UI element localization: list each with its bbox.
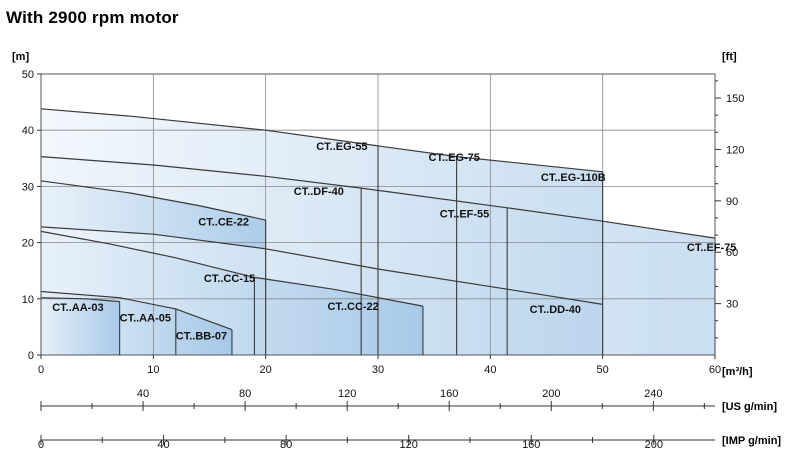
region-label: CT..CE-22 — [198, 217, 249, 229]
secondary-axis-tick-label: 0 — [38, 439, 44, 451]
region-label: CT..CC-15 — [204, 273, 255, 285]
secondary-axis-tick-label: 40 — [157, 439, 169, 451]
y-tick-label: 50 — [22, 69, 34, 81]
region-label: CT..CC-22 — [327, 301, 378, 313]
region-label: CT..DD-40 — [530, 304, 581, 316]
region-label: CT..DF-40 — [294, 186, 344, 198]
x-tick-label: 10 — [147, 364, 159, 376]
y-tick-label: 10 — [22, 294, 34, 306]
secondary-axis-tick-label: 200 — [645, 439, 663, 451]
region-label: CT..EG-110B — [541, 172, 606, 184]
secondary-axis-tick-label: 80 — [280, 439, 292, 451]
curve-dd — [40, 226, 603, 305]
y2-axis-label: [ft] — [722, 51, 737, 63]
y-tick-label: 20 — [22, 238, 34, 250]
secondary-axis-tick-label: 120 — [400, 439, 418, 451]
y2-tick-label: 60 — [726, 247, 738, 259]
region-label: CT..AA-05 — [120, 312, 171, 324]
x-tick-label: 40 — [484, 364, 496, 376]
curve-eg — [40, 108, 603, 173]
y-tick-label: 30 — [22, 181, 34, 193]
secondary-axis-tick-label: 120 — [338, 388, 356, 400]
secondary-axis-tick-label: 200 — [542, 388, 560, 400]
curve-ce — [40, 180, 266, 221]
x-tick-label: 30 — [372, 364, 384, 376]
curve-aa3 — [40, 297, 120, 303]
y-axis-label: [m] — [12, 51, 29, 63]
curve-aa — [40, 290, 233, 331]
secondary-axis-tick-label: 40 — [137, 388, 149, 400]
secondary-axis-tick-label: 160 — [522, 439, 540, 451]
region-label: CT..EF-55 — [440, 208, 490, 220]
y-tick-label: 40 — [22, 125, 34, 137]
area-aa3 — [41, 297, 120, 355]
region-label: CT..BB-07 — [176, 330, 227, 342]
region-label: CT..EG-75 — [429, 152, 480, 164]
secondary-axis-tick-label: 160 — [440, 388, 458, 400]
region-label: CT..EG-55 — [316, 141, 367, 153]
x-tick-label: 60 — [709, 364, 721, 376]
secondary-axis-label: [US g/min] — [722, 401, 777, 413]
region-label: CT..AA-03 — [52, 302, 103, 314]
y2-tick-label: 90 — [726, 196, 738, 208]
curve-cc — [40, 230, 424, 307]
region-label: CT..EF-75 — [687, 242, 737, 254]
chart-title: With 2900 rpm motor — [6, 8, 179, 27]
y-tick-label: 0 — [28, 350, 34, 362]
y2-tick-label: 120 — [726, 144, 744, 156]
secondary-axis-label: [IMP g/min] — [722, 435, 781, 447]
x-tick-label: 0 — [38, 364, 44, 376]
secondary-axis-tick-label: 240 — [644, 388, 662, 400]
x-axis-label: [m³/h] — [722, 366, 753, 378]
secondary-axis-tick-label: 80 — [239, 388, 251, 400]
y2-tick-label: 30 — [726, 299, 738, 311]
x-tick-label: 50 — [597, 364, 609, 376]
x-tick-label: 20 — [260, 364, 272, 376]
y2-tick-label: 150 — [726, 93, 744, 105]
